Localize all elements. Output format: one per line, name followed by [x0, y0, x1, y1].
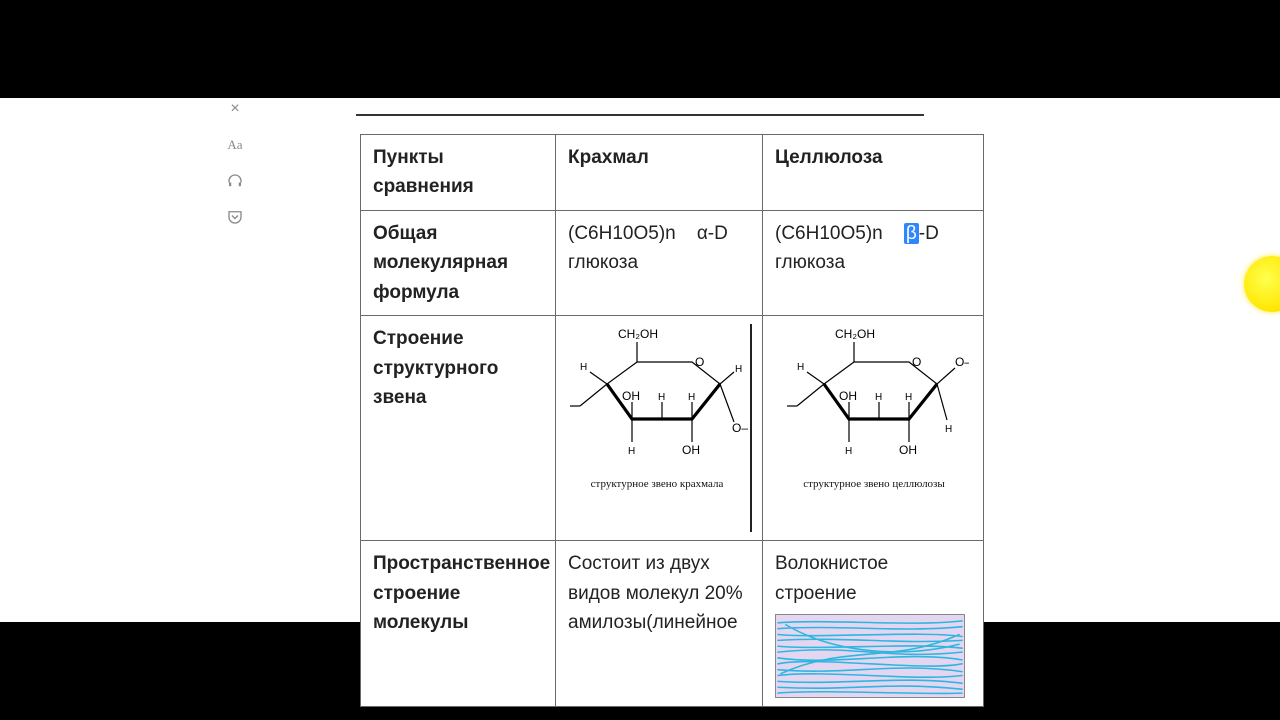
- comparison-table: Пункты сравнения Крахмал Целлюлоза Общая…: [360, 134, 984, 707]
- row-label: Пространственное строение молекулы: [361, 541, 556, 707]
- headphones-icon[interactable]: [226, 172, 244, 190]
- cell-cellulose-formula: (C6H10O5)n β-D глюкоза: [763, 210, 984, 315]
- close-icon[interactable]: ×: [226, 100, 244, 118]
- svg-text:O–: O–: [732, 421, 748, 435]
- svg-text:H: H: [735, 364, 742, 375]
- cellulose-haworth-diagram: O CH₂OH O– H H OH: [779, 324, 969, 474]
- font-size-label: Aa: [227, 137, 242, 153]
- cellulose-diagram-wrap: O CH₂OH O– H H OH: [775, 324, 973, 532]
- letterbox-top: [0, 0, 1280, 98]
- horizontal-rule: [356, 114, 924, 116]
- header-col-3: Целлюлоза: [763, 135, 984, 211]
- cell-starch-spatial: Состоит из двух видов молекул 20% амилоз…: [556, 541, 763, 707]
- cell-starch-formula: (C6H10O5)n α-D глюкоза: [556, 210, 763, 315]
- starch-diagram-wrap: O CH₂OH H O– H: [568, 324, 752, 532]
- svg-text:O: O: [912, 355, 921, 369]
- row-label: Общая молекулярная формула: [361, 210, 556, 315]
- table-row: Пространственное строение молекулы Состо…: [361, 541, 984, 707]
- header-col-1: Пункты сравнения: [361, 135, 556, 211]
- beta-highlight: β: [904, 223, 919, 244]
- font-size-icon[interactable]: Aa: [226, 136, 244, 154]
- ch2oh-label: CH₂OH: [618, 327, 658, 341]
- svg-text:H: H: [945, 424, 952, 435]
- reader-toolbar: × Aa: [220, 100, 250, 226]
- starch-formula-text: (C6H10O5)n α-D глюкоза: [568, 223, 733, 273]
- table-row: Строение структурного звена: [361, 316, 984, 541]
- starch-caption: структурное звено крахмала: [591, 476, 724, 493]
- svg-text:O: O: [695, 355, 704, 369]
- cellulose-formula-prefix: (C6H10O5)n: [775, 223, 904, 244]
- cellulose-spatial-text: Волокнистое строение: [775, 549, 973, 608]
- cursor-highlight-dot: [1244, 256, 1280, 312]
- close-glyph: ×: [230, 100, 239, 118]
- cell-cellulose-structure: O CH₂OH O– H H OH: [763, 316, 984, 541]
- pocket-icon[interactable]: [226, 208, 244, 226]
- svg-text:H: H: [628, 446, 635, 457]
- svg-text:H: H: [580, 362, 587, 373]
- content-area: × Aa Пункты сравнения Крахмал Целлюлоза: [0, 98, 1280, 622]
- svg-text:H: H: [875, 392, 882, 403]
- svg-text:H: H: [905, 392, 912, 403]
- svg-text:OH: OH: [899, 443, 917, 457]
- svg-text:H: H: [688, 392, 695, 403]
- svg-text:H: H: [658, 392, 665, 403]
- fiber-illustration: [775, 614, 965, 698]
- svg-text:OH: OH: [839, 389, 857, 403]
- starch-haworth-diagram: O CH₂OH H O– H: [562, 324, 752, 474]
- ch2oh-label: CH₂OH: [835, 327, 875, 341]
- row-label: Строение структурного звена: [361, 316, 556, 541]
- header-col-2: Крахмал: [556, 135, 763, 211]
- cellulose-caption: структурное звено целлюлозы: [803, 476, 945, 493]
- svg-text:H: H: [797, 362, 804, 373]
- cell-cellulose-spatial: Волокнистое строение: [763, 541, 984, 707]
- svg-text:OH: OH: [622, 389, 640, 403]
- svg-text:OH: OH: [682, 443, 700, 457]
- table-row: Общая молекулярная формула (C6H10O5)n α-…: [361, 210, 984, 315]
- cell-starch-structure: O CH₂OH H O– H: [556, 316, 763, 541]
- table-header-row: Пункты сравнения Крахмал Целлюлоза: [361, 135, 984, 211]
- svg-text:H: H: [845, 446, 852, 457]
- svg-text:O–: O–: [955, 355, 969, 369]
